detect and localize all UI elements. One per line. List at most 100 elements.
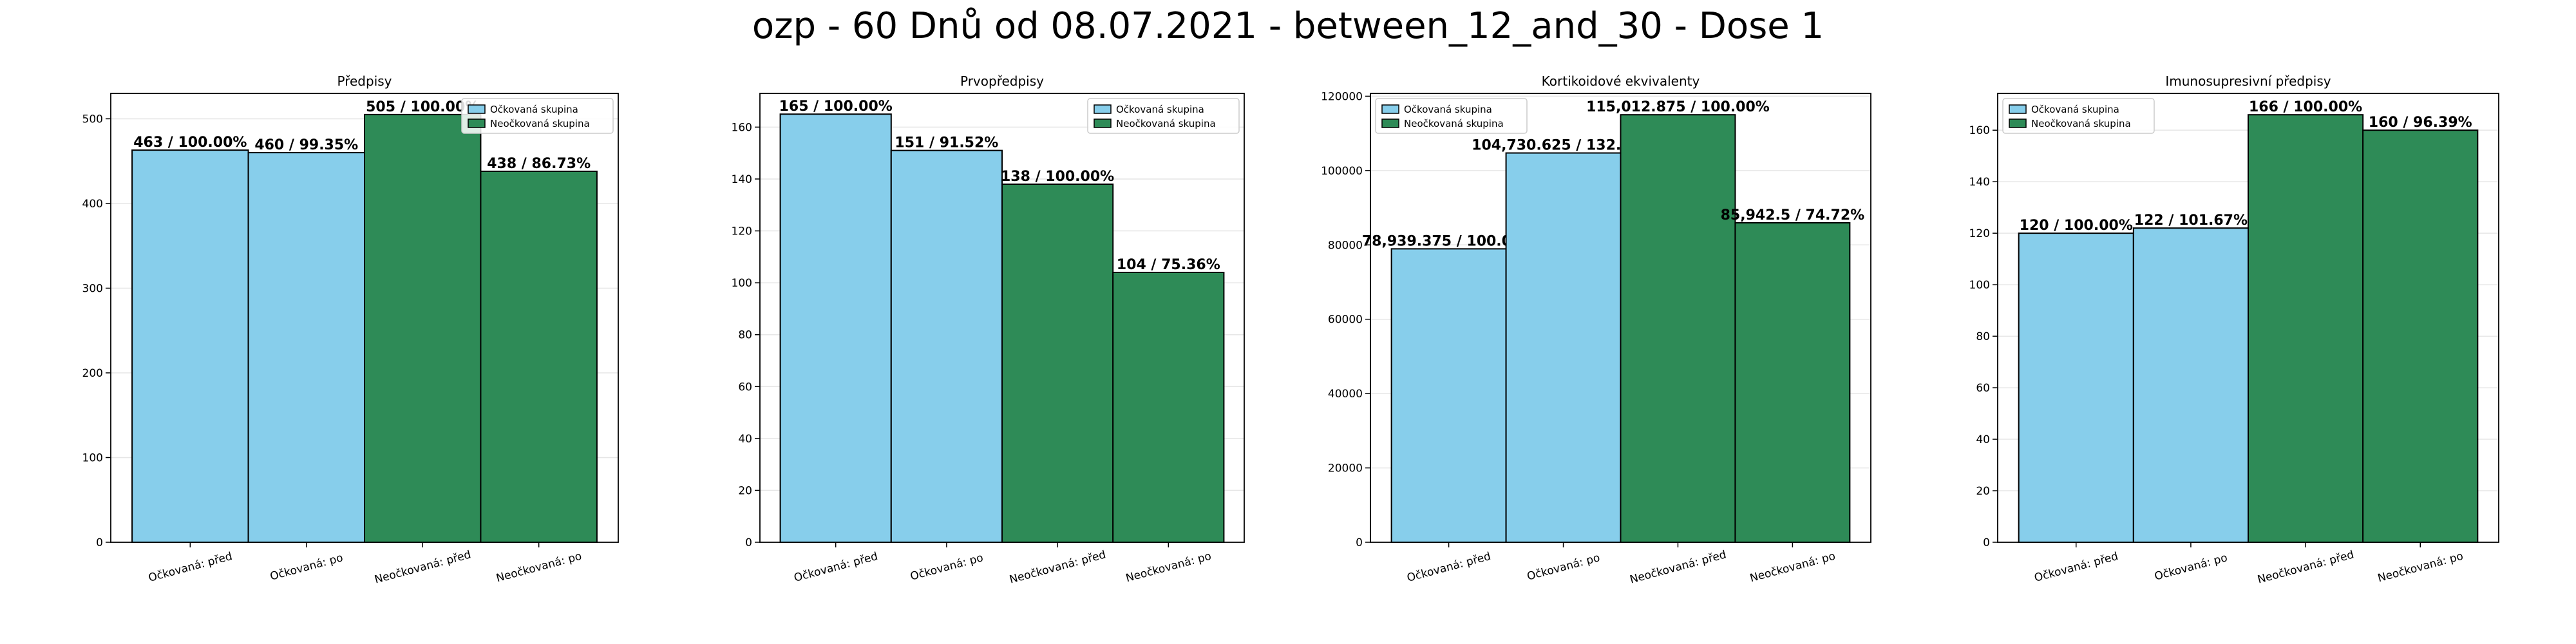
bar	[131, 149, 249, 543]
legend: Očkovaná skupina Neočkovaná skupina	[461, 98, 614, 134]
y-tick-label: 500	[82, 113, 103, 126]
chart-title: Prvopředpisy	[960, 73, 1044, 89]
y-tick-label: 400	[82, 198, 103, 211]
axes-frame	[1997, 93, 2499, 543]
y-tick-label: 100	[1969, 279, 1990, 292]
x-tick-label: Neočkovaná: po	[1124, 550, 1213, 585]
y-tick-label: 20	[738, 484, 752, 497]
bar	[2248, 114, 2364, 543]
y-tick-label: 0	[96, 536, 103, 549]
legend: Očkovaná skupina Neočkovaná skupina	[2002, 98, 2155, 134]
x-tick-label: Očkovaná: před	[2033, 550, 2119, 585]
legend-swatch	[468, 104, 486, 114]
data-label: 505 / 100.00%	[366, 99, 479, 115]
x-tick-label: Neočkovaná: před	[2256, 548, 2355, 586]
y-tick-label: 140	[732, 173, 752, 186]
data-label: 151 / 91.52%	[895, 135, 998, 151]
y-tick-label: 60000	[1328, 314, 1363, 327]
bar	[1620, 114, 1736, 543]
bar	[1390, 248, 1507, 543]
y-tick-label: 0	[745, 536, 752, 549]
y-tick-label: 80	[738, 329, 752, 342]
y-tick-label: 100000	[1321, 165, 1363, 178]
data-label: 138 / 100.00%	[1001, 169, 1114, 185]
x-tick-label: Neočkovaná: před	[374, 548, 473, 586]
y-tick-label: 80000	[1328, 239, 1363, 252]
y-tick-label: 40	[1976, 433, 1990, 446]
legend-label: Očkovaná skupina	[1116, 104, 1204, 115]
y-tick-label: 80	[1976, 330, 1990, 343]
axes-frame	[759, 93, 1245, 543]
y-tick-label: 120000	[1321, 90, 1363, 103]
bar	[1112, 271, 1225, 543]
y-tick-label: 60	[738, 381, 752, 393]
legend-label: Očkovaná skupina	[490, 104, 578, 115]
legend-swatch	[468, 118, 486, 128]
x-tick-label: Neočkovaná: před	[1008, 548, 1107, 586]
legend-label: Neočkovaná skupina	[1116, 118, 1216, 129]
bar	[1505, 152, 1622, 543]
y-tick-label: 60	[1976, 382, 1990, 395]
data-label: 460 / 99.35%	[254, 137, 358, 153]
chart-panel-4: 120 / 100.00% Očkovaná: před 122 / 101.67%…	[1969, 73, 2499, 587]
data-label: 115,012.875 / 100.00%	[1586, 99, 1770, 115]
chart-panel-3: 78,939.375 / 100.00%Očkovaná: před104,73…	[1321, 73, 1871, 587]
y-tick-label: 160	[1969, 124, 1990, 137]
y-tick-label: 100	[82, 451, 103, 464]
y-tick-label: 40	[738, 433, 752, 446]
legend: Očkovaná skupina Neočkovaná skupina	[1087, 98, 1240, 134]
chart-title: Kortikoidové ekvivalenty	[1542, 73, 1700, 89]
y-tick-label: 300	[82, 282, 103, 295]
bar	[364, 113, 482, 543]
data-label: 85,942.5 / 74.72%	[1721, 207, 1865, 223]
legend-label: Očkovaná skupina	[2031, 104, 2119, 115]
bar	[1734, 222, 1851, 543]
axes-frame	[1370, 93, 1871, 543]
data-label: 165 / 100.00%	[779, 99, 893, 115]
legend-label: Neočkovaná skupina	[490, 118, 590, 129]
legend-swatch	[2009, 104, 2027, 114]
legend-label: Neočkovaná skupina	[1404, 118, 1504, 129]
bar	[247, 152, 365, 544]
data-label: 120 / 100.00%	[2020, 218, 2133, 234]
data-label: 438 / 86.73%	[487, 156, 591, 172]
x-tick-label: Neočkovaná: po	[1748, 550, 1837, 585]
y-tick-label: 120	[1969, 227, 1990, 240]
y-tick-label: 0	[1356, 536, 1363, 549]
axes-frame	[110, 93, 619, 543]
data-label: 160 / 96.39%	[2369, 115, 2472, 131]
legend-label: Očkovaná skupina	[1404, 104, 1492, 115]
legend-swatch	[1094, 118, 1112, 128]
figure-title: ozp - 60 Dnů od 08.07.2021 - between_12_…	[752, 5, 1824, 47]
x-tick-label: Očkovaná: po	[2153, 551, 2229, 583]
bar	[1001, 184, 1114, 544]
x-tick-label: Očkovaná: před	[1406, 550, 1492, 585]
bar	[2132, 227, 2249, 543]
x-tick-label: Očkovaná: po	[909, 551, 985, 583]
data-label: 463 / 100.00%	[133, 135, 247, 151]
x-tick-label: Očkovaná: po	[269, 551, 345, 583]
legend-swatch	[1094, 104, 1112, 114]
x-tick-label: Očkovaná: před	[793, 550, 879, 585]
legend-box	[1375, 98, 1528, 134]
data-label: 122 / 101.67%	[2134, 213, 2248, 229]
legend-swatch	[1381, 104, 1399, 114]
bar	[480, 170, 598, 543]
legend-box	[1087, 98, 1240, 134]
legend-box	[2002, 98, 2155, 134]
chart-title: Imunosupresivní předpisy	[2165, 73, 2331, 89]
legend-label: Neočkovaná skupina	[2031, 118, 2131, 129]
x-tick-label: Neočkovaná: po	[2376, 550, 2465, 585]
y-tick-label: 20000	[1328, 462, 1363, 475]
legend-box	[461, 98, 614, 134]
chart-panel-2: 165 / 100.00% Očkovaná: před 151 / 91.52% O…	[732, 73, 1245, 587]
data-label: 104 / 75.36%	[1117, 257, 1220, 273]
y-tick-label: 200	[82, 367, 103, 380]
y-tick-label: 100	[732, 277, 752, 290]
chart-title: Předpisy	[337, 73, 392, 89]
y-tick-label: 20	[1976, 485, 1990, 498]
x-tick-label: Neočkovaná: před	[1629, 548, 1728, 586]
bar	[890, 149, 1003, 543]
y-tick-label: 0	[1983, 536, 1990, 549]
